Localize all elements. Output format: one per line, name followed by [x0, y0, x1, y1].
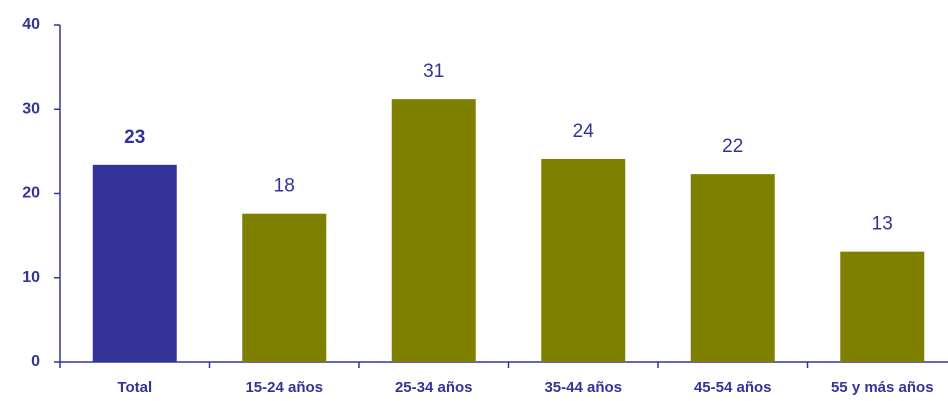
bar	[690, 174, 775, 362]
data-label: 31	[423, 61, 444, 82]
data-label: 23	[124, 127, 145, 148]
x-tick-label: 25-34 años	[395, 379, 473, 396]
y-tick-label: 20	[22, 185, 40, 202]
x-tick-label: 15-24 años	[245, 379, 323, 396]
y-tick-label: 30	[22, 100, 40, 117]
bar	[391, 99, 476, 362]
data-label: 24	[573, 121, 595, 142]
x-tick-label: 45-54 años	[694, 379, 772, 396]
data-label: 13	[872, 214, 893, 235]
bar	[541, 158, 626, 362]
data-label: 22	[722, 136, 743, 157]
x-tick-label: 55 y más años	[831, 379, 934, 396]
bar	[840, 251, 925, 362]
bar	[92, 164, 177, 362]
x-tick-label: 35-44 años	[544, 379, 622, 396]
y-tick-label: 10	[22, 269, 40, 286]
y-tick-label: 0	[31, 353, 40, 370]
bar	[242, 213, 327, 362]
x-tick-label: Total	[117, 379, 152, 396]
data-label: 18	[274, 176, 295, 197]
y-tick-label: 40	[22, 16, 40, 33]
